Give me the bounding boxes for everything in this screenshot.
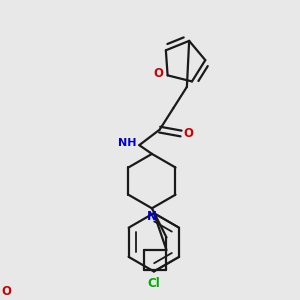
Text: N: N bbox=[147, 210, 157, 223]
Text: NH: NH bbox=[118, 138, 137, 148]
Text: O: O bbox=[184, 127, 194, 140]
Text: O: O bbox=[2, 285, 12, 298]
Text: O: O bbox=[154, 67, 164, 80]
Text: Cl: Cl bbox=[148, 277, 160, 290]
